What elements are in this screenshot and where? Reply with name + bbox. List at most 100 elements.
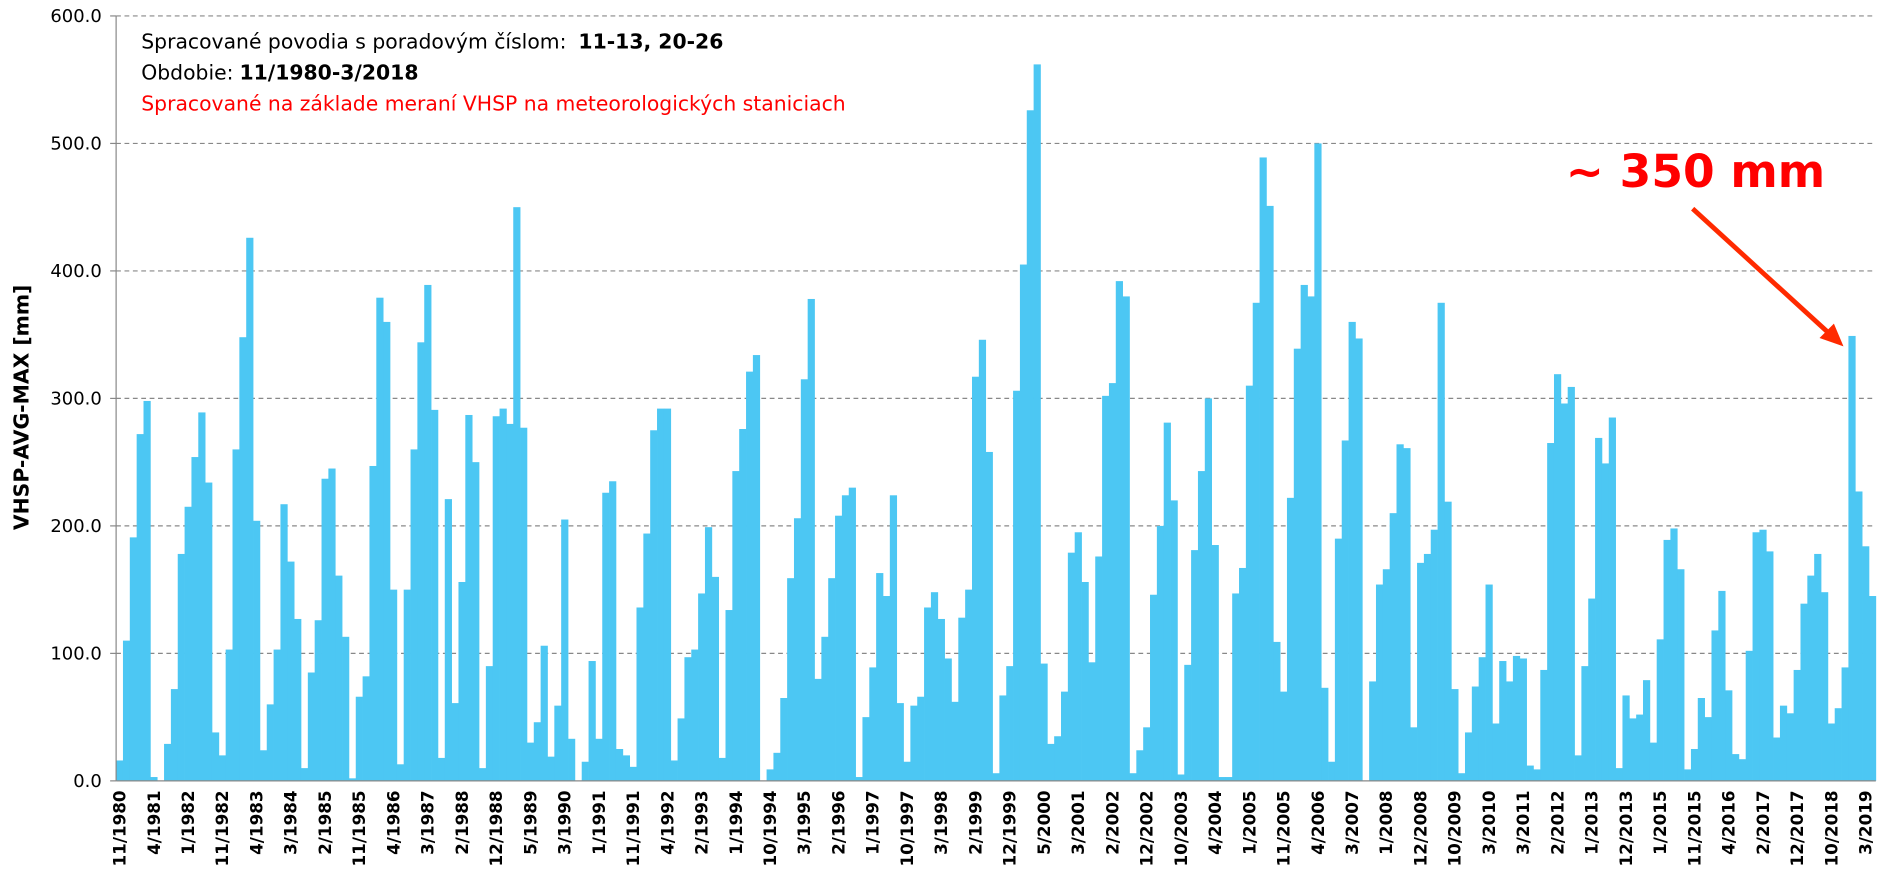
bar bbox=[930, 592, 939, 781]
bar bbox=[499, 408, 507, 781]
bar bbox=[1848, 335, 1856, 781]
x-tick-label: 2/2017 bbox=[1753, 790, 1773, 854]
bar bbox=[328, 468, 336, 781]
bar bbox=[643, 533, 651, 781]
y-tick-label: 0.0 bbox=[73, 771, 102, 792]
bar bbox=[725, 610, 733, 781]
bar bbox=[526, 742, 535, 781]
bar bbox=[663, 408, 672, 781]
bar bbox=[862, 717, 870, 781]
x-tick-label: 3/2019 bbox=[1856, 790, 1876, 854]
bar bbox=[677, 718, 685, 781]
x-tick-label: 10/2018 bbox=[1821, 790, 1841, 866]
x-tick-label: 11/2005 bbox=[1274, 790, 1294, 866]
bar bbox=[122, 640, 131, 781]
annotation: ~ 350 mm bbox=[1566, 145, 1825, 198]
bar bbox=[1334, 538, 1343, 781]
bar bbox=[1684, 769, 1692, 781]
bar bbox=[253, 520, 261, 781]
bar bbox=[924, 607, 932, 781]
bar bbox=[855, 777, 863, 781]
bar bbox=[766, 769, 774, 781]
x-tick-label: 2/1988 bbox=[452, 790, 472, 854]
bar bbox=[177, 553, 185, 781]
bar bbox=[259, 750, 268, 781]
bar bbox=[1862, 546, 1870, 781]
bar bbox=[1581, 666, 1589, 781]
bar bbox=[1759, 529, 1767, 781]
x-tick-label: 12/2013 bbox=[1616, 790, 1636, 866]
bar bbox=[1855, 491, 1863, 781]
y-tick-label: 600.0 bbox=[50, 6, 101, 27]
bar bbox=[1793, 669, 1801, 781]
bar bbox=[609, 481, 617, 781]
bar bbox=[588, 661, 596, 781]
bar bbox=[711, 576, 720, 781]
bar bbox=[1252, 302, 1260, 781]
x-tick-label: 3/2011 bbox=[1513, 790, 1533, 854]
bar bbox=[1266, 205, 1274, 781]
bar bbox=[355, 696, 363, 781]
bar bbox=[417, 342, 425, 781]
x-tick-label: 2/2002 bbox=[1102, 790, 1122, 854]
bar bbox=[1136, 750, 1144, 781]
bar bbox=[1341, 440, 1349, 781]
bar bbox=[307, 672, 316, 781]
bar bbox=[554, 705, 562, 781]
bar bbox=[1273, 641, 1281, 781]
bar bbox=[1649, 742, 1658, 781]
bar bbox=[1218, 777, 1226, 781]
bar bbox=[218, 755, 227, 781]
bar bbox=[198, 412, 206, 781]
bar bbox=[1355, 338, 1363, 781]
bar bbox=[205, 482, 213, 781]
bar bbox=[1403, 448, 1411, 781]
bar bbox=[828, 578, 836, 781]
bar bbox=[780, 698, 788, 781]
bar bbox=[561, 519, 569, 781]
x-tick-label: 11/1985 bbox=[349, 790, 369, 866]
bar bbox=[1567, 386, 1575, 781]
bar bbox=[396, 764, 405, 781]
x-tick-label: 3/1984 bbox=[281, 790, 301, 854]
y-tick-label: 400.0 bbox=[50, 261, 101, 282]
bar bbox=[1382, 569, 1391, 781]
bar bbox=[1841, 667, 1849, 781]
bar bbox=[1485, 584, 1493, 781]
bar bbox=[1670, 528, 1678, 781]
bar bbox=[1821, 592, 1829, 781]
bar bbox=[581, 761, 589, 781]
bar bbox=[389, 589, 398, 781]
bar bbox=[800, 379, 809, 781]
bar bbox=[294, 618, 302, 781]
bar bbox=[691, 649, 699, 781]
bar bbox=[1444, 501, 1452, 781]
x-tick-label: 4/1981 bbox=[144, 790, 164, 854]
bar bbox=[280, 504, 288, 781]
bar bbox=[622, 755, 631, 781]
x-tick-label: 3/2007 bbox=[1342, 790, 1362, 854]
bar bbox=[1328, 761, 1336, 781]
bar bbox=[992, 773, 1000, 781]
x-tick-label: 1/2015 bbox=[1650, 790, 1670, 854]
bar bbox=[184, 506, 192, 781]
x-tick-label: 1/2008 bbox=[1376, 790, 1396, 854]
bar bbox=[1629, 718, 1637, 781]
bar bbox=[1868, 596, 1877, 781]
bar bbox=[1280, 691, 1288, 781]
bar bbox=[1636, 714, 1644, 781]
bar bbox=[1245, 385, 1254, 781]
bar bbox=[321, 478, 329, 781]
bar bbox=[882, 596, 891, 781]
bar bbox=[424, 284, 432, 781]
bar bbox=[225, 649, 233, 781]
bar bbox=[787, 578, 795, 781]
bar bbox=[951, 701, 959, 781]
annotation-arrow bbox=[1691, 206, 1834, 338]
x-tick-label: 4/2006 bbox=[1308, 790, 1328, 854]
info-line3: Spracované na základe meraní VHSP na met… bbox=[141, 92, 845, 116]
bar bbox=[164, 743, 172, 781]
bar bbox=[1033, 64, 1041, 781]
